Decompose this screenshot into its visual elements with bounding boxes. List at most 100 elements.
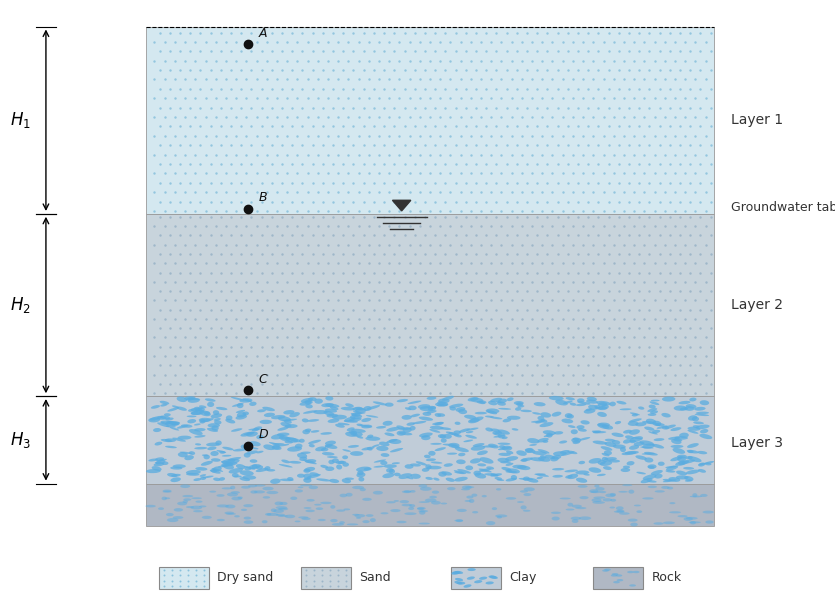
- Point: [566, 56, 579, 66]
- Point: [397, 230, 411, 240]
- Point: [382, 314, 396, 324]
- Ellipse shape: [540, 419, 548, 423]
- Point: [214, 323, 227, 333]
- Point: [225, 230, 238, 240]
- Point: [235, 305, 248, 314]
- Point: [266, 361, 279, 370]
- Point: [648, 112, 661, 122]
- Point: [306, 379, 319, 389]
- Ellipse shape: [321, 448, 328, 452]
- Point: [520, 342, 534, 352]
- Point: [240, 277, 253, 287]
- Ellipse shape: [408, 405, 417, 410]
- Ellipse shape: [629, 418, 642, 423]
- Ellipse shape: [669, 511, 681, 514]
- Ellipse shape: [448, 432, 459, 436]
- Point: [315, 581, 328, 590]
- Ellipse shape: [277, 433, 290, 436]
- Point: [489, 230, 503, 240]
- Point: [576, 370, 590, 379]
- Point: [500, 212, 514, 222]
- Point: [413, 296, 427, 305]
- Point: [220, 258, 233, 268]
- Point: [367, 287, 381, 296]
- Point: [633, 159, 646, 168]
- Point: [230, 187, 243, 197]
- Point: [648, 93, 661, 103]
- Point: [323, 566, 337, 575]
- Point: [663, 66, 676, 75]
- Point: [158, 56, 171, 66]
- Ellipse shape: [321, 432, 332, 435]
- Point: [173, 576, 186, 585]
- Ellipse shape: [186, 397, 195, 401]
- Point: [438, 212, 452, 222]
- Point: [495, 131, 509, 141]
- Point: [291, 93, 304, 103]
- Point: [255, 268, 268, 277]
- Point: [311, 206, 325, 216]
- Point: [602, 197, 615, 206]
- Point: [592, 197, 605, 206]
- Ellipse shape: [405, 464, 413, 469]
- Point: [474, 222, 488, 231]
- Point: [515, 150, 529, 160]
- Point: [337, 103, 350, 112]
- Point: [301, 314, 314, 324]
- Point: [643, 268, 656, 277]
- Point: [230, 150, 243, 160]
- Ellipse shape: [576, 404, 586, 406]
- Point: [622, 305, 635, 314]
- Ellipse shape: [432, 422, 443, 425]
- Point: [174, 84, 187, 93]
- Point: [469, 84, 483, 93]
- Ellipse shape: [700, 400, 709, 405]
- Point: [286, 103, 299, 112]
- Point: [668, 314, 681, 324]
- Point: [209, 351, 222, 361]
- Ellipse shape: [271, 415, 286, 419]
- Point: [474, 56, 488, 66]
- Point: [148, 112, 161, 122]
- Point: [489, 103, 503, 112]
- Point: [423, 93, 437, 103]
- Point: [648, 74, 661, 84]
- Point: [638, 74, 651, 84]
- Ellipse shape: [225, 459, 240, 464]
- Point: [704, 249, 717, 259]
- Point: [315, 571, 328, 580]
- Point: [561, 249, 574, 259]
- Point: [597, 314, 610, 324]
- Ellipse shape: [595, 485, 600, 488]
- Ellipse shape: [434, 422, 443, 426]
- Point: [484, 112, 498, 122]
- Point: [392, 168, 406, 178]
- Point: [627, 112, 640, 122]
- Point: [276, 323, 289, 333]
- Point: [352, 168, 365, 178]
- Point: [617, 206, 630, 216]
- Ellipse shape: [456, 459, 466, 464]
- Ellipse shape: [177, 502, 187, 505]
- Ellipse shape: [458, 409, 467, 414]
- Point: [484, 296, 498, 305]
- Point: [392, 37, 406, 47]
- Ellipse shape: [177, 407, 187, 411]
- Point: [643, 230, 656, 240]
- Point: [174, 103, 187, 112]
- Point: [311, 222, 325, 231]
- Point: [699, 150, 712, 160]
- Ellipse shape: [584, 409, 595, 414]
- Ellipse shape: [227, 492, 238, 496]
- Ellipse shape: [266, 491, 278, 494]
- Ellipse shape: [620, 447, 626, 452]
- Point: [627, 93, 640, 103]
- Point: [541, 28, 554, 37]
- Ellipse shape: [346, 493, 352, 496]
- Point: [204, 287, 217, 296]
- Point: [633, 141, 646, 150]
- Point: [571, 47, 584, 56]
- Point: [510, 379, 524, 389]
- Point: [342, 351, 355, 361]
- Point: [510, 230, 524, 240]
